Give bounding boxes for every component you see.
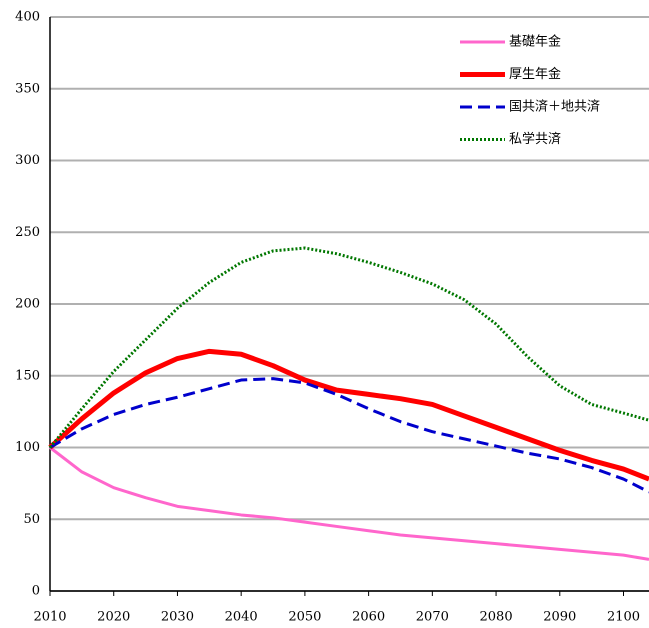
- line-series: [49, 446, 649, 561]
- x-tick-label: 2040: [225, 610, 258, 625]
- x-tick-label: 2010: [33, 610, 66, 625]
- x-tick-label: 2080: [480, 610, 513, 625]
- line-series: [48, 348, 649, 482]
- x-tick-label: 2070: [416, 610, 449, 625]
- line-series: [49, 377, 649, 494]
- y-tick-label: 200: [15, 297, 40, 312]
- y-tick-label: 400: [15, 10, 40, 25]
- legend-label: 国共済＋地共済: [509, 99, 600, 115]
- x-tick-label: 2060: [352, 610, 385, 625]
- y-tick-label: 150: [15, 368, 40, 383]
- y-tick-label: 300: [15, 153, 40, 168]
- x-tick-label: 2030: [161, 610, 194, 625]
- line-series: [48, 246, 649, 449]
- x-tick-label: 2020: [97, 610, 130, 625]
- legend-label: 私学共済: [509, 131, 561, 147]
- x-tick-label: 2100: [607, 610, 640, 625]
- y-tick-label: 250: [15, 225, 40, 240]
- y-tick-label: 100: [15, 440, 40, 455]
- y-tick-label: 50: [23, 512, 40, 527]
- legend-label: 厚生年金: [509, 66, 561, 82]
- legend-label: 基礎年金: [509, 34, 561, 50]
- x-tick-label: 2050: [288, 610, 321, 625]
- y-tick-label: 350: [15, 81, 40, 96]
- x-tick-label: 2090: [543, 610, 576, 625]
- y-tick-label: 0: [32, 584, 40, 599]
